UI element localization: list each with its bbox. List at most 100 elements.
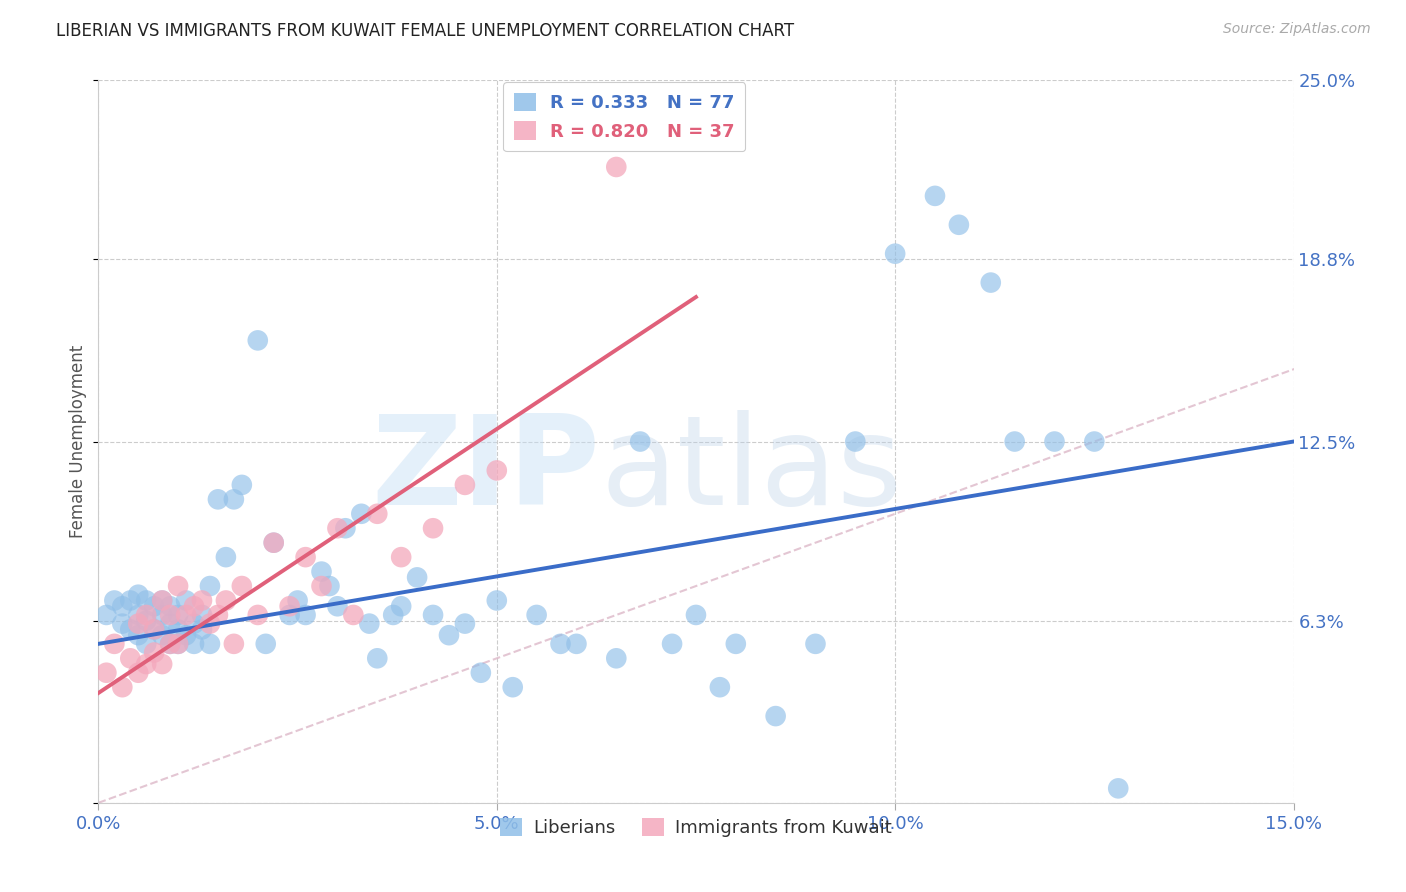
Point xyxy=(135,657,157,671)
Point xyxy=(246,607,269,622)
Point xyxy=(628,434,651,449)
Point xyxy=(389,599,412,614)
Point xyxy=(135,614,157,628)
Point xyxy=(278,607,301,622)
Point xyxy=(454,616,477,631)
Point xyxy=(335,521,357,535)
Point xyxy=(454,478,477,492)
Point xyxy=(120,651,142,665)
Point xyxy=(96,607,118,622)
Point xyxy=(183,637,205,651)
Point xyxy=(948,218,970,232)
Point xyxy=(1083,434,1105,449)
Point xyxy=(207,492,229,507)
Point xyxy=(924,189,946,203)
Point xyxy=(174,607,197,622)
Point xyxy=(215,550,238,565)
Point xyxy=(159,616,181,631)
Text: LIBERIAN VS IMMIGRANTS FROM KUWAIT FEMALE UNEMPLOYMENT CORRELATION CHART: LIBERIAN VS IMMIGRANTS FROM KUWAIT FEMAL… xyxy=(56,22,794,40)
Point xyxy=(159,637,181,651)
Point xyxy=(222,637,245,651)
Point xyxy=(150,593,173,607)
Point xyxy=(120,623,142,637)
Point xyxy=(174,593,197,607)
Point xyxy=(120,593,142,607)
Point xyxy=(207,607,229,622)
Point xyxy=(844,434,866,449)
Point xyxy=(605,651,627,665)
Point xyxy=(1004,434,1026,449)
Point xyxy=(605,160,627,174)
Point xyxy=(96,665,118,680)
Point xyxy=(422,521,444,535)
Point xyxy=(294,550,316,565)
Point xyxy=(111,680,134,694)
Point xyxy=(127,607,149,622)
Point xyxy=(326,521,349,535)
Point xyxy=(127,665,149,680)
Point xyxy=(135,593,157,607)
Point xyxy=(167,607,190,622)
Point xyxy=(127,616,149,631)
Point xyxy=(159,599,181,614)
Point xyxy=(389,550,412,565)
Point xyxy=(103,637,125,651)
Point xyxy=(127,628,149,642)
Point xyxy=(485,593,508,607)
Point xyxy=(127,588,149,602)
Point xyxy=(1107,781,1129,796)
Point xyxy=(1043,434,1066,449)
Point xyxy=(422,607,444,622)
Text: ZIP: ZIP xyxy=(371,410,600,531)
Point xyxy=(198,616,221,631)
Point xyxy=(191,593,214,607)
Point xyxy=(167,637,190,651)
Point xyxy=(278,599,301,614)
Point xyxy=(159,637,181,651)
Point xyxy=(980,276,1002,290)
Point xyxy=(382,607,405,622)
Point xyxy=(111,599,134,614)
Point xyxy=(167,623,190,637)
Point xyxy=(191,623,214,637)
Point xyxy=(183,616,205,631)
Point xyxy=(724,637,747,651)
Point xyxy=(884,246,907,260)
Point xyxy=(765,709,787,723)
Point xyxy=(231,579,253,593)
Point xyxy=(143,623,166,637)
Point xyxy=(406,570,429,584)
Point xyxy=(167,637,190,651)
Point xyxy=(111,616,134,631)
Point xyxy=(183,599,205,614)
Point xyxy=(191,607,214,622)
Point xyxy=(366,507,388,521)
Point xyxy=(661,637,683,651)
Point xyxy=(311,565,333,579)
Point xyxy=(263,535,285,549)
Text: atlas: atlas xyxy=(600,410,903,531)
Point xyxy=(470,665,492,680)
Point xyxy=(254,637,277,651)
Point xyxy=(437,628,460,642)
Point xyxy=(231,478,253,492)
Point xyxy=(287,593,309,607)
Point xyxy=(215,593,238,607)
Point xyxy=(198,579,221,593)
Point xyxy=(143,646,166,660)
Point xyxy=(342,607,364,622)
Point xyxy=(550,637,572,651)
Y-axis label: Female Unemployment: Female Unemployment xyxy=(69,345,87,538)
Point xyxy=(294,607,316,622)
Point xyxy=(135,607,157,622)
Point xyxy=(709,680,731,694)
Point xyxy=(150,593,173,607)
Point xyxy=(198,637,221,651)
Point xyxy=(246,334,269,348)
Point xyxy=(359,616,381,631)
Point xyxy=(685,607,707,622)
Point xyxy=(318,579,340,593)
Point xyxy=(150,657,173,671)
Point xyxy=(143,599,166,614)
Point xyxy=(526,607,548,622)
